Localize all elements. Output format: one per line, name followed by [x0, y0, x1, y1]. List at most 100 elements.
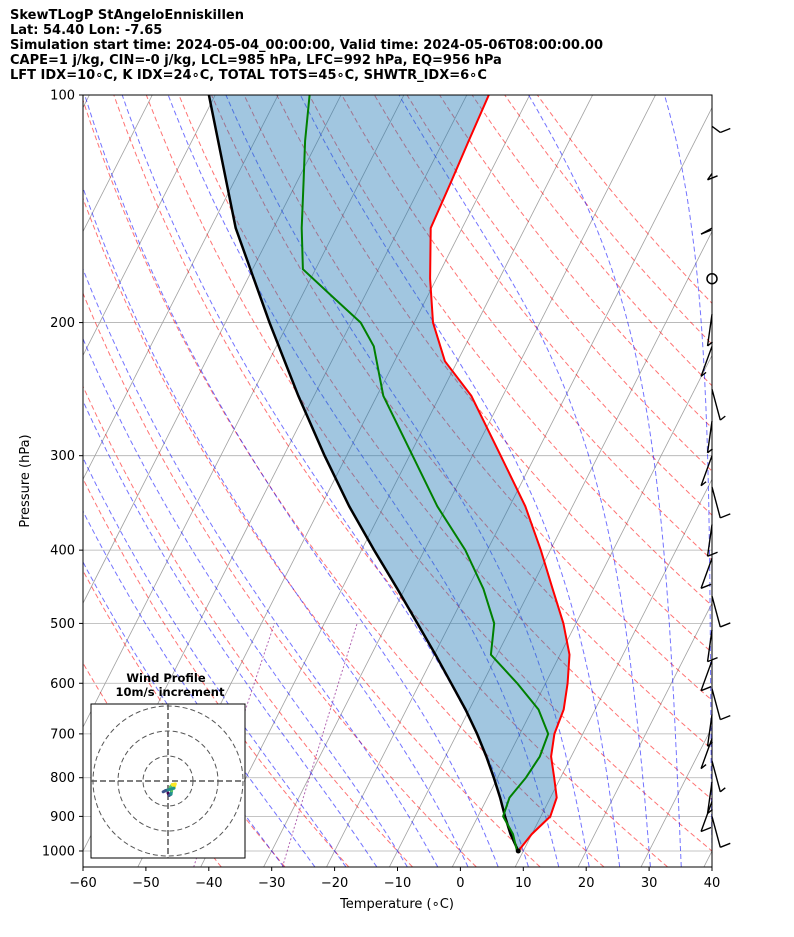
x-tick-label: −60: [69, 876, 96, 891]
x-tick-label: −40: [195, 876, 222, 891]
isotherm-line: [326, 106, 712, 867]
temperature-line: [429, 95, 571, 852]
isotherm-line: [83, 95, 90, 109]
x-tick-label: −20: [321, 876, 348, 891]
y-tick-label: 800: [50, 771, 75, 786]
wind-barb: [700, 738, 713, 770]
wind-barb: [706, 524, 718, 557]
y-tick-label: 400: [50, 544, 75, 559]
moist-adiabat-line: [167, 95, 560, 867]
x-tick-label: −10: [384, 876, 411, 891]
inset-title: Wind Profile: [126, 671, 206, 685]
isotherm-line: [83, 95, 216, 357]
dry-adiabat-line: [439, 95, 712, 429]
isotherm-line: [389, 230, 712, 867]
y-tick-label: 200: [50, 316, 75, 331]
wind-barb: [700, 558, 713, 589]
x-tick-label: −30: [258, 876, 285, 891]
dry-adiabat-line: [308, 95, 712, 607]
wind-barb: [700, 660, 713, 692]
isotherm-line: [703, 850, 712, 867]
chart-title: SkewTLogP StAngeloEnniskillen: [10, 8, 244, 23]
isotherm-line: [83, 95, 279, 481]
dry-adiabat-line: [373, 95, 712, 516]
moist-adiabat-line: [84, 95, 499, 867]
y-tick-label: 600: [50, 677, 75, 692]
moist-adiabat-line: [299, 95, 621, 867]
dry-adiabat-line: [406, 95, 712, 472]
y-tick-label: 900: [50, 810, 75, 825]
wind-barb: [700, 227, 713, 235]
moist-adiabat-line: [83, 337, 408, 867]
wind-barb: [711, 389, 726, 421]
dry-adiabat-line: [178, 95, 712, 801]
y-axis-label: Pressure (hPa): [18, 434, 33, 527]
moist-adiabat-line: [83, 456, 347, 867]
inset-subtitle: 10m/s increment: [116, 685, 225, 699]
isotherm-line: [577, 602, 712, 867]
x-tick-label: 40: [704, 876, 721, 891]
moist-adiabat-line: [664, 95, 712, 867]
moist-adiabat-line: [398, 95, 651, 867]
wind-barb: [711, 595, 731, 628]
moist-adiabat-line: [83, 186, 469, 867]
wind-barb: [700, 801, 713, 833]
dry-adiabat-line: [536, 95, 712, 305]
surface-point: [515, 848, 521, 854]
wind-barb: [706, 421, 713, 454]
wind-barb: [711, 760, 726, 793]
x-tick-label: 10: [515, 876, 532, 891]
moist-adiabat-line: [225, 95, 590, 867]
cape-area: [208, 95, 570, 851]
isotherm-line: [767, 95, 794, 867]
time-line: Simulation start time: 2024-05-04_00:00:…: [10, 38, 603, 53]
moist-adiabat-line: [83, 399, 378, 867]
indices-line-2: LFT IDX=10∘C, K IDX=24∘C, TOTAL TOTS=45∘…: [10, 68, 487, 83]
indices-line-1: CAPE=1 j/kg, CIN=-0 j/kg, LCL=985 hPa, L…: [10, 53, 502, 68]
hodograph-segment: [161, 789, 168, 794]
wind-barb: [711, 688, 731, 721]
dry-adiabat-line: [145, 95, 712, 852]
wind-barb: [706, 272, 718, 285]
x-axis-label: Temperature (∘C): [339, 897, 454, 912]
wind-barb: [700, 346, 713, 377]
moist-adiabat-line: [83, 510, 316, 867]
x-tick-label: −50: [132, 876, 159, 891]
moist-adiabat-line: [83, 267, 439, 867]
dry-adiabat-line: [341, 95, 712, 561]
parcel-profile-line: [207, 95, 520, 852]
dry-adiabat-line: [83, 385, 413, 867]
x-tick-label: 0: [456, 876, 464, 891]
chart-header: SkewTLogP StAngeloEnniskillen Lat: 54.40…: [10, 8, 603, 83]
isotherm-line: [451, 354, 712, 867]
dry-adiabat-line: [83, 477, 350, 867]
isotherm-line: [83, 95, 405, 728]
dry-adiabat-line: [83, 98, 605, 867]
y-tick-label: 1000: [42, 844, 75, 859]
wind-barb: [706, 314, 713, 347]
isotherm-line: [640, 726, 712, 867]
wind-barb: [706, 629, 718, 663]
y-tick-label: 700: [50, 727, 75, 742]
mixing-ratio-line: [281, 623, 358, 867]
location-line: Lat: 54.40 Lon: -7.65: [10, 23, 163, 38]
dry-adiabat-line: [83, 196, 541, 867]
dry-adiabat-line: [83, 292, 477, 867]
wind-barb: [711, 125, 731, 134]
wind-barb: [700, 455, 713, 487]
wind-barb: [711, 486, 731, 519]
y-tick-label: 100: [50, 89, 75, 104]
wind-barb: [711, 816, 731, 848]
isotherm-line: [263, 95, 656, 867]
x-tick-label: 30: [641, 876, 658, 891]
wind-barb: [706, 173, 718, 181]
x-tick-label: 20: [578, 876, 595, 891]
isotherm-line: [514, 478, 712, 867]
isotherm-line: [200, 95, 593, 867]
y-tick-label: 500: [50, 617, 75, 632]
dry-adiabat-line: [243, 95, 712, 702]
y-tick-label: 300: [50, 449, 75, 464]
dry-adiabat-line: [113, 95, 669, 867]
dry-adiabat-line: [211, 95, 712, 750]
